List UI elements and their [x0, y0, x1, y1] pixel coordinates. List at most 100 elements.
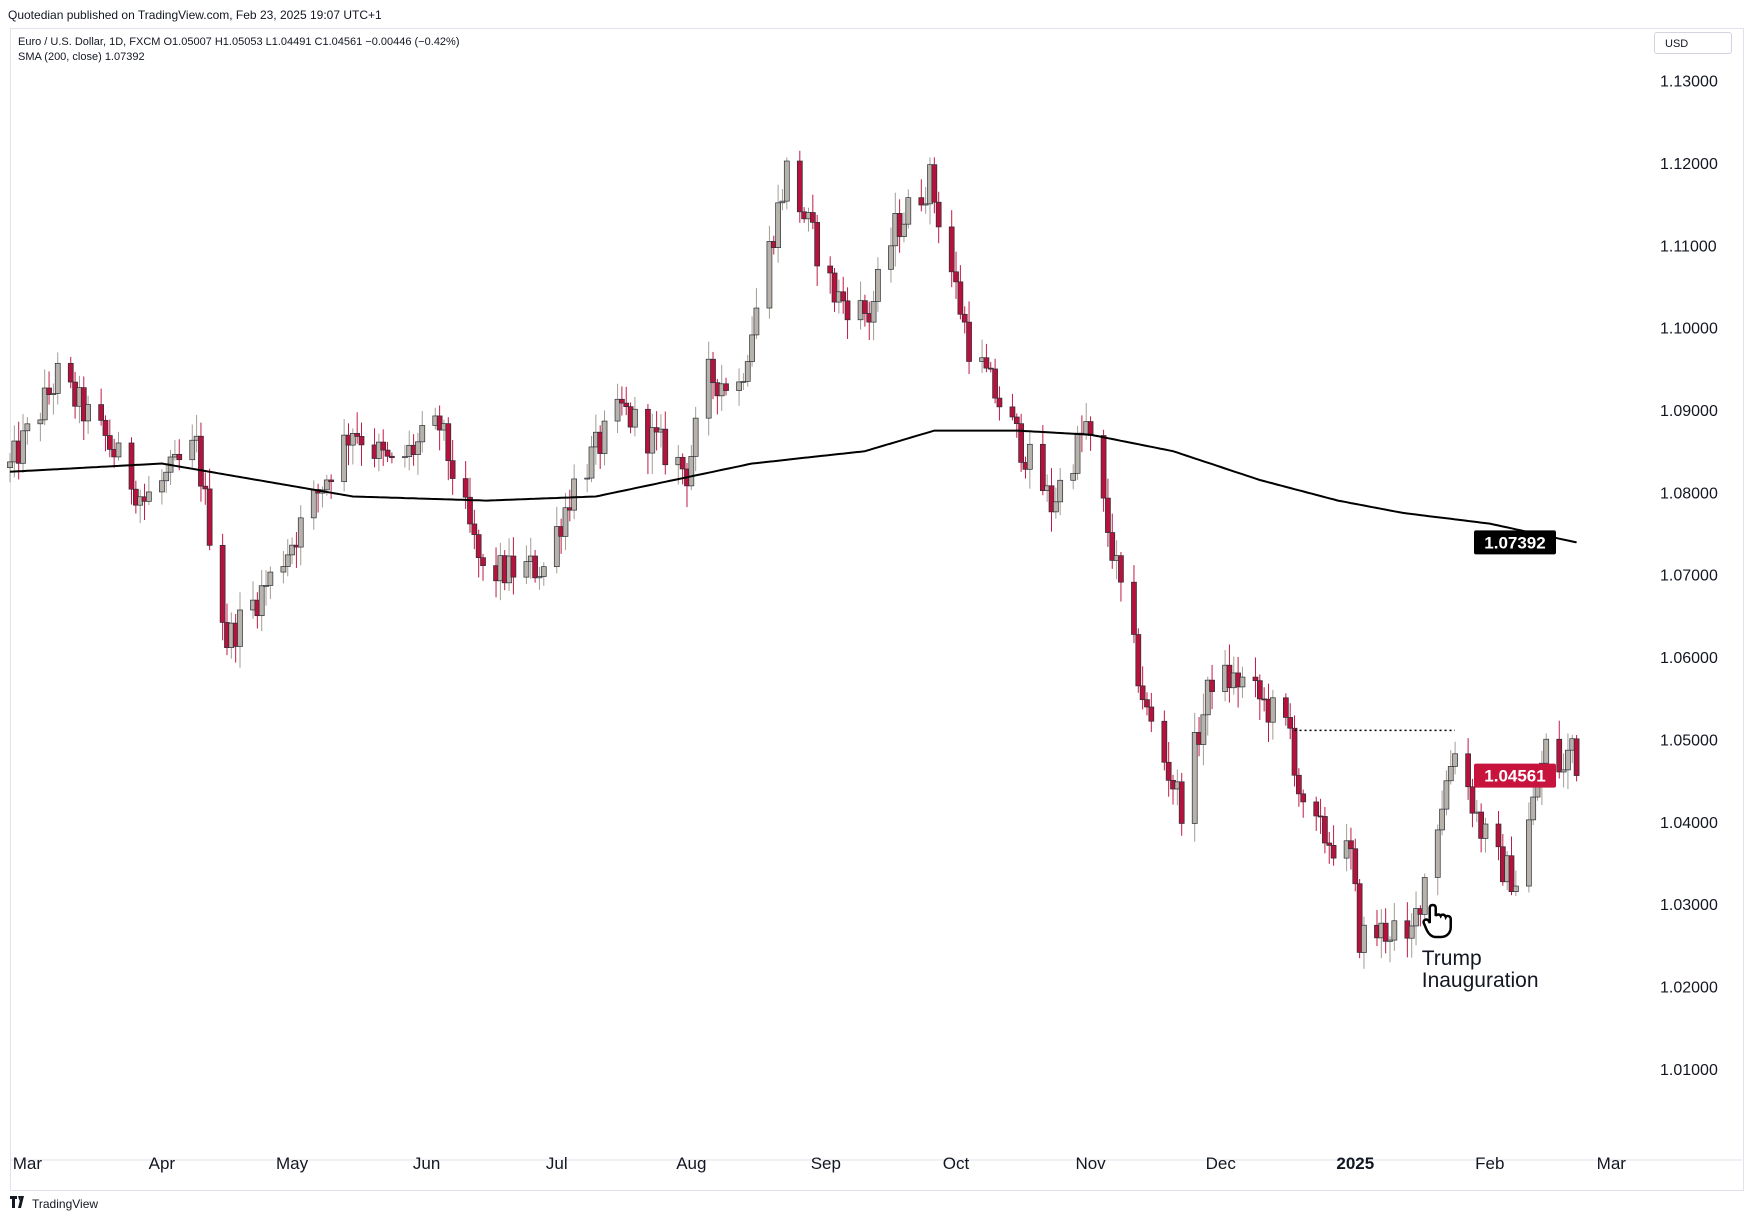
sma-legend: SMA (200, close) 1.07392 — [18, 51, 145, 63]
candle-down — [710, 358, 716, 384]
candle-up — [588, 446, 595, 479]
last-price-label: 1.04561 — [1484, 767, 1545, 786]
candle-up — [419, 425, 426, 443]
pointing-hand-icon — [1422, 903, 1452, 939]
candle-up — [753, 307, 760, 336]
currency-button[interactable]: USD — [1654, 32, 1732, 54]
candle-up — [263, 585, 269, 587]
candle-up — [766, 241, 773, 309]
time-tick-label: Sep — [811, 1154, 841, 1173]
candle-down — [389, 455, 395, 459]
candle-down — [831, 272, 838, 303]
publish-info: Quotedian published on TradingView.com, … — [8, 8, 382, 22]
candle-up — [1408, 925, 1415, 939]
hand-shape — [1422, 903, 1452, 939]
candle-down — [862, 300, 868, 314]
candle-down — [198, 435, 204, 487]
candle-up — [163, 471, 170, 482]
candle-up — [870, 301, 877, 323]
candle-up — [289, 544, 295, 556]
chart-pane[interactable] — [10, 28, 1744, 1191]
candle-up — [115, 442, 122, 458]
price-axis[interactable]: 1.01000 1.02000 1.03000 1.04000 1.05000 1.060… — [1660, 74, 1718, 1079]
candle-down — [1287, 717, 1294, 729]
candle-up — [875, 268, 881, 302]
price-tick-label: 1.09000 — [1660, 403, 1718, 420]
candle-up — [1343, 840, 1350, 859]
candle-up — [744, 361, 751, 382]
candle-down — [328, 479, 334, 483]
candle-up — [189, 439, 196, 461]
candle-down — [827, 265, 834, 274]
candle-up — [258, 585, 265, 617]
candle-up — [562, 507, 569, 537]
candle-up — [280, 566, 287, 573]
candle-down — [1131, 581, 1137, 635]
candle-down — [931, 164, 938, 203]
candle-down — [219, 544, 226, 623]
candle-down — [1105, 497, 1111, 533]
candle-up — [783, 160, 790, 202]
legend: Euro / U.S. Dollar, 1D, FXCM O1.05007 H1… — [18, 35, 460, 65]
candle-down — [809, 212, 816, 223]
candle-up — [146, 491, 152, 502]
tradingview-logo-icon — [10, 1196, 28, 1211]
sma-line — [9, 429, 1577, 544]
candle-up — [1200, 714, 1207, 745]
candle-down — [1356, 883, 1363, 953]
time-tick-label: Mar — [13, 1154, 43, 1173]
candle-down — [1330, 845, 1337, 859]
candle-up — [1074, 432, 1081, 474]
candle-down — [992, 368, 998, 399]
candle-up — [341, 434, 348, 483]
time-axis[interactable]: Mar Apr May Jun Jul Aug Sep Oct Nov Dec 2025 Feb Mar — [10, 1154, 1742, 1173]
candle-down — [510, 555, 517, 578]
candle-down — [1039, 443, 1046, 491]
candle-up — [1543, 738, 1550, 764]
annotation-line1: Trump — [1422, 947, 1482, 970]
candle-up — [1526, 819, 1532, 887]
price-tick-label: 1.08000 — [1660, 485, 1718, 502]
candle-down — [176, 453, 183, 461]
candle-down — [1109, 532, 1116, 561]
candle-down — [1300, 793, 1307, 803]
candle-up — [584, 477, 591, 480]
candle-down — [961, 313, 968, 323]
candle-down — [840, 291, 847, 302]
candle-up — [1057, 479, 1064, 503]
candle-up — [1443, 780, 1450, 810]
candle-up — [41, 387, 48, 421]
candle-down — [471, 523, 478, 535]
candle-up — [402, 456, 408, 459]
footer-brand: TradingView — [32, 1196, 99, 1211]
candle-down — [106, 435, 113, 450]
candle-down — [983, 357, 990, 369]
candle-down — [1100, 435, 1107, 499]
candle-down — [814, 222, 821, 267]
candle-down — [957, 281, 964, 315]
candle-down — [1252, 676, 1259, 681]
candle-down — [1135, 634, 1142, 687]
candle-up — [1560, 769, 1567, 773]
candle-up — [1434, 829, 1441, 878]
candle-up — [267, 571, 274, 586]
candle-down — [948, 226, 955, 273]
candle-up — [692, 417, 699, 457]
candle-down — [1313, 801, 1320, 817]
candle-up — [1391, 920, 1398, 941]
price-tick-label: 1.10000 — [1660, 321, 1718, 338]
candle-down — [1495, 823, 1502, 848]
candle-up — [523, 561, 530, 578]
candle-up — [922, 203, 929, 206]
candle-down — [1009, 406, 1016, 418]
candle-down — [449, 460, 456, 479]
time-tick-label: Oct — [943, 1154, 970, 1173]
time-tick-label: Jul — [546, 1154, 568, 1173]
sma-value-label-box — [1474, 530, 1556, 555]
time-tick-label: Apr — [149, 1154, 176, 1173]
candle-down — [1139, 685, 1146, 701]
candle-down — [1087, 421, 1094, 436]
candle-down — [1469, 786, 1476, 814]
candle-down — [1322, 816, 1328, 844]
